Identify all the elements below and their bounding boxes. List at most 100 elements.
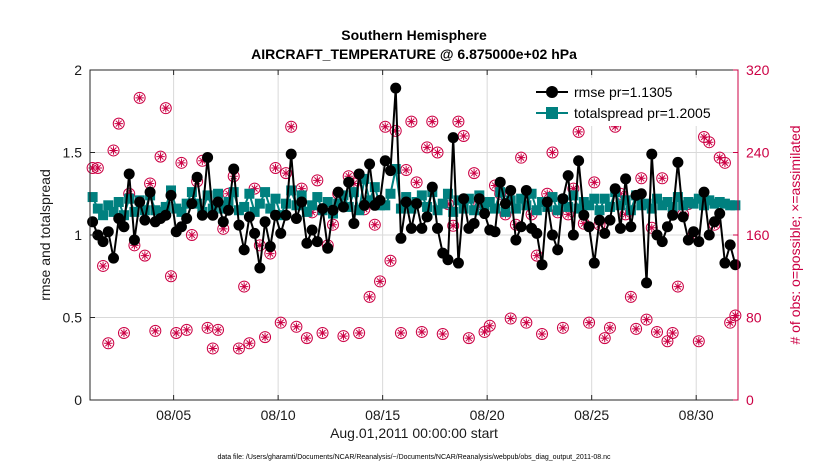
rmse-point-10 (139, 214, 151, 226)
rmse-point-69 (447, 132, 459, 144)
x-tick-label-2: 08/15 (365, 407, 400, 423)
obs-possible-marker (572, 125, 585, 138)
rmse-point-55 (374, 194, 386, 206)
obs-possible-marker (656, 172, 669, 185)
obs-assimilated-marker (422, 143, 432, 152)
obs-possible-marker (520, 316, 533, 329)
totalspread-point-30 (244, 188, 255, 199)
obs-point-109 (656, 172, 669, 185)
obs-possible-marker (274, 316, 287, 329)
totalspread-point-79 (500, 206, 511, 217)
obs-assimilated-marker (104, 339, 113, 348)
totalspread-point-77 (490, 203, 500, 214)
totalspread-point-12 (150, 205, 161, 216)
obs-point-29 (238, 280, 251, 293)
obs-point-93 (572, 125, 585, 138)
rmse-point-11 (144, 186, 156, 198)
rmse-point-17 (175, 221, 187, 233)
totalspread-point-94 (578, 197, 589, 207)
totalspread-point-68 (442, 188, 453, 199)
obs-assimilated-marker (151, 326, 160, 336)
totalspread-point-64 (422, 201, 433, 212)
obs-assimilated-marker (187, 230, 197, 240)
obs-assimilated-marker (647, 223, 656, 232)
obs-possible-marker (206, 342, 219, 355)
obs-point-121 (718, 156, 731, 169)
totalspread-point-67 (437, 198, 448, 209)
obs-assimilated-marker (511, 220, 521, 229)
obs-point-86 (536, 328, 549, 340)
obs-assimilated-marker (527, 210, 536, 219)
obs-point-123 (729, 309, 742, 322)
rmse-point-53 (364, 158, 376, 170)
obs-assimilated-marker (610, 122, 620, 131)
obs-point-57 (384, 254, 397, 267)
rmse-point-9 (134, 196, 146, 208)
totalspread-point-28 (233, 205, 244, 216)
totalspread-point-76 (484, 197, 495, 207)
y-right-tick-label-4: 320 (746, 62, 770, 78)
obs-possible-marker (117, 326, 130, 339)
rmse-point-105 (635, 188, 647, 200)
obs-assimilated-marker (579, 219, 589, 228)
obs-point-90 (556, 321, 569, 334)
totalspread-point-27 (228, 187, 239, 198)
obs-assimilated-marker (386, 256, 395, 265)
rmse-point-80 (505, 184, 517, 196)
obs-possible-marker (165, 270, 177, 283)
obs-assimilated-marker (459, 131, 468, 141)
obs-possible-marker (285, 120, 298, 133)
totalspread-point-29 (239, 201, 250, 212)
obs-assimilated-marker (401, 165, 411, 175)
rmse-point-48 (337, 201, 349, 213)
rmse-point-60 (400, 196, 412, 208)
legend-rmse-marker (546, 86, 558, 98)
obs-assimilated-marker (307, 208, 317, 217)
rmse-point-29 (238, 244, 250, 256)
obs-possible-marker (238, 280, 251, 293)
obs-assimilated-marker (156, 152, 165, 161)
obs-point-80 (504, 312, 517, 325)
obs-assimilated-marker (443, 199, 453, 209)
obs-assimilated-marker (433, 148, 442, 157)
x-tick-label-0: 08/05 (156, 407, 191, 423)
obs-assimilated-marker (469, 168, 479, 178)
obs-assimilated-marker (642, 315, 651, 324)
rmse-point-62 (411, 198, 423, 210)
rmse-point-37 (280, 209, 292, 221)
rmse-point-38 (285, 148, 297, 160)
y-right-axis-label: # of obs: o=possible; ×=assimilated (787, 125, 803, 344)
legend-rmse-label: rmse pr=1.1305 (574, 84, 673, 100)
obs-point-61 (405, 115, 418, 128)
obs-assimilated-marker (213, 325, 223, 335)
obs-possible-marker (138, 249, 151, 262)
obs-point-5 (112, 117, 125, 130)
obs-possible-marker (185, 229, 198, 241)
obs-assimilated-marker (224, 189, 233, 198)
rmse-point-113 (677, 211, 689, 223)
obs-point-76 (483, 319, 496, 332)
obs-assimilated-marker (694, 337, 704, 346)
obs-point-12 (149, 324, 162, 337)
rmse-point-74 (473, 193, 485, 205)
obs-assimilated-marker (250, 184, 259, 193)
obs-point-53 (363, 290, 376, 303)
totalspread-point-32 (254, 198, 265, 209)
rmse-point-111 (667, 209, 679, 221)
obs-possible-marker (421, 141, 434, 154)
obs-assimilated-marker (490, 181, 500, 190)
totalspread-point-110 (662, 197, 673, 207)
totalspread-point-34 (265, 203, 276, 214)
obs-point-33 (259, 331, 272, 344)
obs-assimilated-marker (344, 172, 353, 181)
obs-possible-marker (232, 342, 245, 355)
rmse-point-46 (327, 204, 339, 216)
rmse-point-32 (254, 262, 266, 274)
obs-point-37 (279, 167, 292, 180)
obs-possible-marker (630, 322, 643, 335)
totalspread-point-84 (526, 188, 537, 199)
obs-possible-marker (666, 326, 679, 339)
obs-possible-marker (91, 161, 104, 174)
rmse-point-57 (384, 165, 396, 177)
obs-assimilated-marker (600, 333, 609, 343)
